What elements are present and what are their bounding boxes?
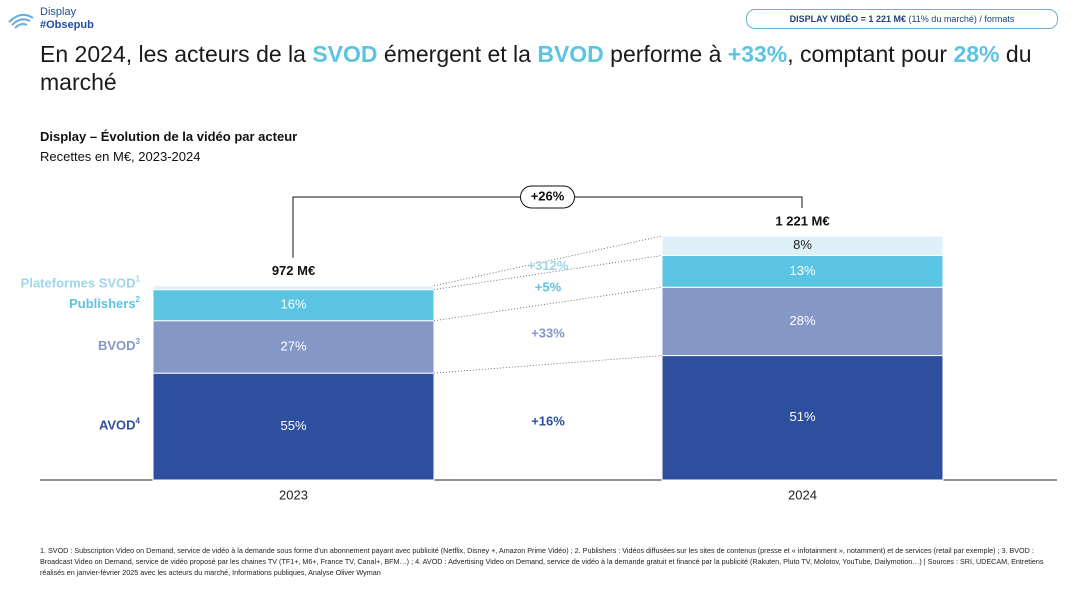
bar-segment — [661, 235, 944, 257]
value-label: 55% — [280, 418, 306, 433]
value-label: 28% — [789, 313, 815, 328]
change-label: +5% — [535, 280, 562, 295]
connector — [433, 286, 663, 322]
legend-name: Publishers — [69, 297, 135, 312]
x-tick-label: 2023 — [279, 487, 308, 502]
badge: DISPLAY VIDÉO = 1 221 M€ (11% du marché)… — [746, 9, 1058, 29]
legend-label: Plateformes SVOD1 — [21, 275, 141, 291]
slide-title: En 2024, les acteurs de la SVOD émergent… — [40, 40, 1060, 96]
value-label: 13% — [789, 263, 815, 278]
bar-segment — [152, 372, 435, 481]
legend-name: BVOD — [98, 338, 136, 353]
value-label: 8% — [793, 237, 812, 252]
chart-title: Display – Évolution de la vidéo par acte… — [40, 129, 298, 144]
title-part: +33% — [727, 41, 788, 67]
chart-subtitle: Recettes en M€, 2023-2024 — [40, 149, 201, 164]
value-label: 27% — [280, 338, 306, 353]
change-badge — [520, 185, 575, 209]
legend-label: AVOD4 — [99, 417, 141, 433]
badge-part: (11% du marché) / formats — [905, 14, 1015, 24]
legend-label: Publishers2 — [69, 295, 140, 311]
legend-note: 2 — [136, 295, 141, 304]
legend-note: 3 — [136, 337, 141, 346]
bar-segment — [661, 355, 944, 481]
connector — [433, 355, 663, 374]
chart-heading: Display – Évolution de la vidéo par acte… — [40, 127, 297, 167]
bar-segment — [152, 320, 435, 374]
change-label: +312% — [528, 258, 569, 273]
change-label: +33% — [531, 326, 565, 341]
tag: #Obsepub — [40, 19, 94, 31]
title-part: émergent et la — [377, 41, 538, 67]
title-part: performe à — [603, 41, 728, 67]
connector — [433, 255, 663, 291]
value-label: 51% — [789, 409, 815, 424]
title-part: du marché — [40, 41, 1032, 95]
value-label: 16% — [280, 297, 306, 312]
bar-segment — [152, 285, 435, 291]
legend-label: BVOD3 — [98, 337, 141, 353]
title-part: 28% — [953, 41, 1000, 67]
footnote: 1. SVOD : Subscription Video on Demand, … — [40, 546, 1044, 577]
title-part: En 2024, les acteurs de la — [40, 41, 313, 67]
logo — [8, 13, 34, 29]
legend-note: 1 — [136, 275, 141, 284]
title-part: SVOD — [312, 41, 378, 67]
x-tick-label: 2024 — [788, 487, 817, 502]
legend-note: 4 — [136, 417, 141, 426]
legend-name: AVOD — [99, 418, 136, 433]
total-label: 1 221 M€ — [775, 213, 829, 228]
bar-segment — [152, 289, 435, 322]
title-part: BVOD — [537, 41, 604, 67]
change-label: +16% — [531, 414, 565, 429]
legend-name: Plateformes SVOD — [21, 276, 136, 291]
bar-segment — [661, 286, 944, 357]
header: Display #Obsepub — [40, 6, 94, 32]
total-label: 972 M€ — [272, 263, 315, 278]
section: Display — [40, 6, 77, 18]
total-change: +26% — [531, 188, 565, 203]
badge-part: DISPLAY VIDÉO = 1 221 M€ — [789, 14, 906, 24]
title-part: , comptant pour — [787, 41, 954, 67]
